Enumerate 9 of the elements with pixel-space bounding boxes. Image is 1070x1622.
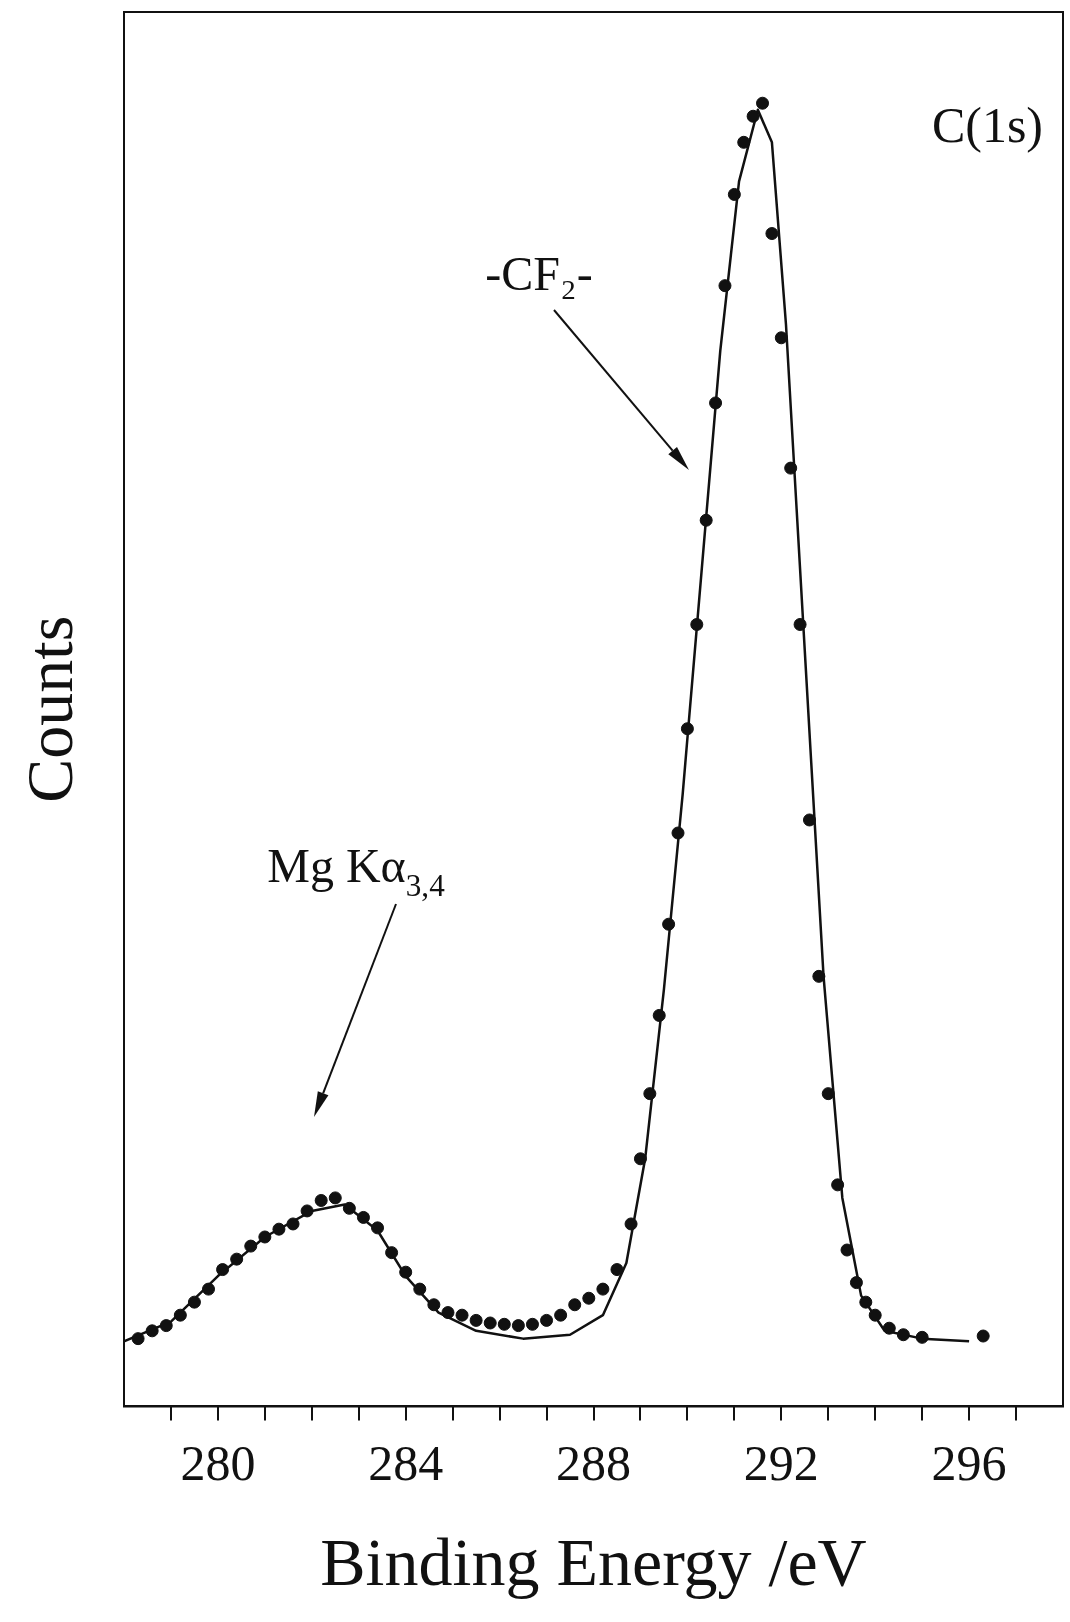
y-axis-title: Counts [13, 615, 86, 803]
x-tick-label: 292 [743, 1434, 819, 1491]
x-tick-label: 288 [556, 1434, 631, 1491]
x-tick-label: 284 [368, 1434, 444, 1491]
annotation: C(1s) [931, 97, 1043, 153]
x-axis-title: Binding Energy /eV [320, 1524, 867, 1601]
x-tick-label: 296 [931, 1434, 1007, 1491]
annotation: -CF₂- [485, 247, 593, 300]
x-tick-label: 280 [180, 1434, 256, 1491]
